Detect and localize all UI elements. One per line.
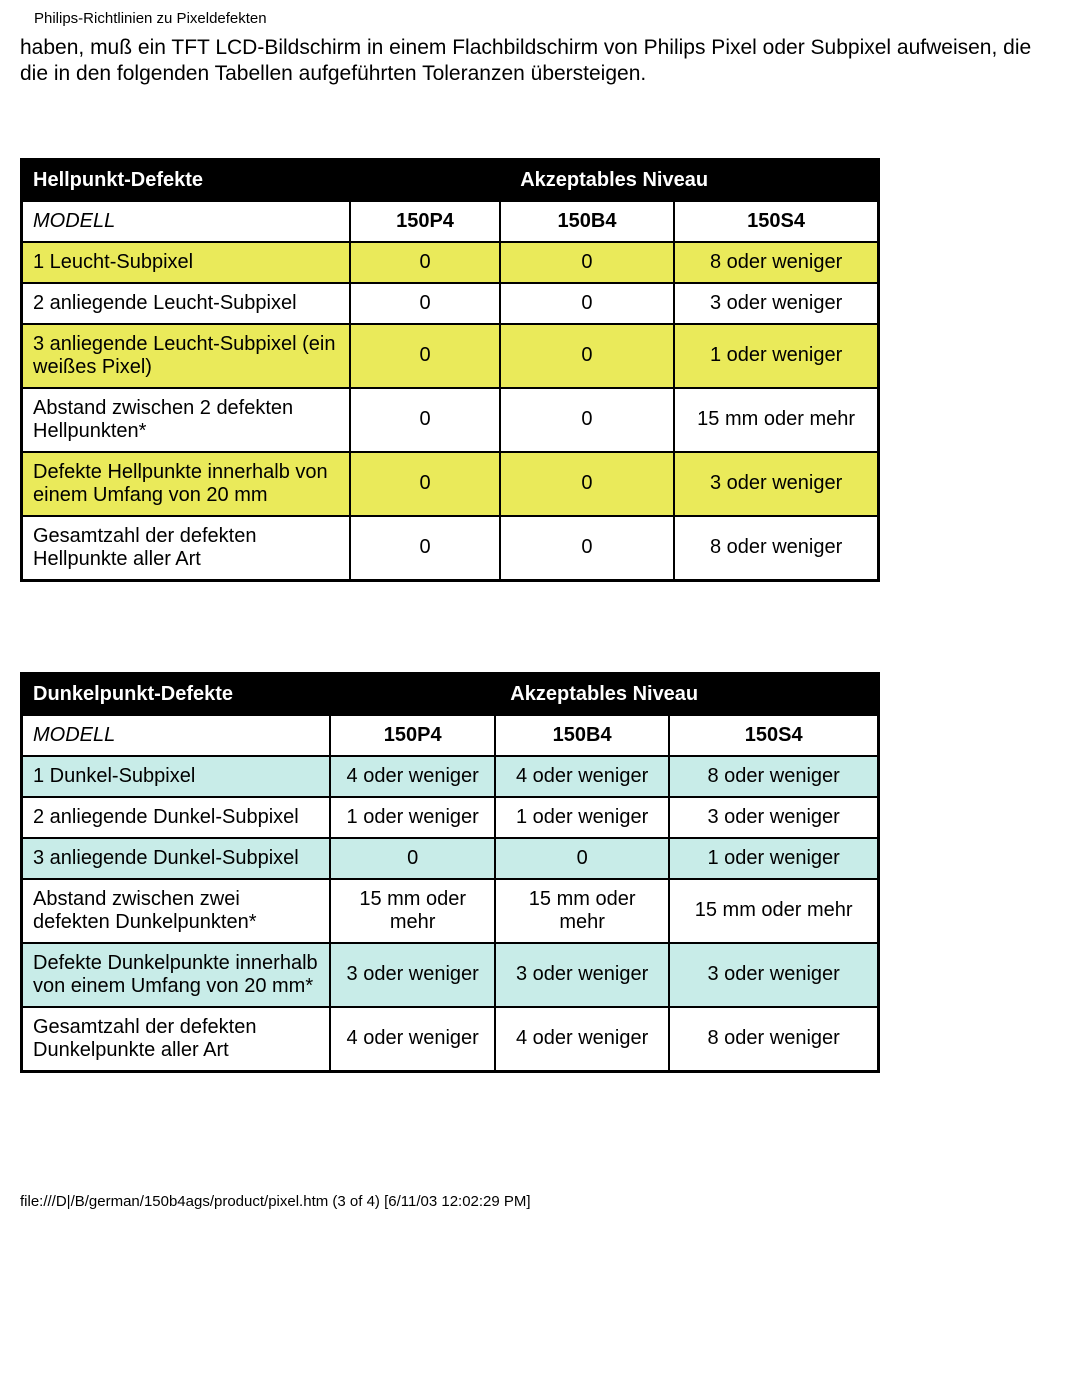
defect-table-0: Hellpunkt-DefekteAkzeptables NiveauMODEL… <box>20 158 880 582</box>
table-title-left: Hellpunkt-Defekte <box>22 159 351 201</box>
model-column-header: 150P4 <box>330 715 494 756</box>
table-row: Gesamtzahl der defekten Dunkelpunkte all… <box>22 1007 879 1072</box>
row-label: Defekte Dunkelpunkte innerhalb von einem… <box>22 943 331 1007</box>
table-row: 2 anliegende Leucht-Subpixel003 oder wen… <box>22 283 879 324</box>
intro-paragraph: haben, muß ein TFT LCD-Bildschirm in ein… <box>20 35 1060 88</box>
table-title-right: Akzeptables Niveau <box>330 673 878 715</box>
row-label: Gesamtzahl der defekten Dunkelpunkte all… <box>22 1007 331 1072</box>
table-row: Defekte Dunkelpunkte innerhalb von einem… <box>22 943 879 1007</box>
row-value: 8 oder weniger <box>669 1007 878 1072</box>
model-column-header: 150B4 <box>500 201 674 242</box>
row-label: Gesamtzahl der defekten Hellpunkte aller… <box>22 516 351 581</box>
row-label: Abstand zwischen zwei defekten Dunkelpun… <box>22 879 331 943</box>
page-header-title: Philips-Richtlinien zu Pixeldefekten <box>34 10 1060 27</box>
row-value: 1 oder weniger <box>495 797 669 838</box>
defect-table-1: Dunkelpunkt-DefekteAkzeptables NiveauMOD… <box>20 672 880 1073</box>
page-root: Philips-Richtlinien zu Pixeldefekten hab… <box>0 0 1080 1230</box>
row-label: Abstand zwischen 2 defekten Hellpunkten* <box>22 388 351 452</box>
row-value: 15 mm oder mehr <box>330 879 494 943</box>
row-label: 1 Dunkel-Subpixel <box>22 756 331 797</box>
row-value: 1 oder weniger <box>669 838 878 879</box>
row-value: 4 oder weniger <box>330 756 494 797</box>
row-value: 1 oder weniger <box>330 797 494 838</box>
row-value: 0 <box>330 838 494 879</box>
table-title-left: Dunkelpunkt-Defekte <box>22 673 331 715</box>
table-row: Defekte Hellpunkte innerhalb von einem U… <box>22 452 879 516</box>
row-value: 0 <box>500 283 674 324</box>
row-value: 0 <box>350 242 500 283</box>
row-value: 3 oder weniger <box>669 943 878 1007</box>
table-row: 3 anliegende Dunkel-Subpixel001 oder wen… <box>22 838 879 879</box>
table-row: 3 anliegende Leucht-Subpixel (ein weißes… <box>22 324 879 388</box>
table-row: 1 Dunkel-Subpixel4 oder weniger4 oder we… <box>22 756 879 797</box>
table-row: 1 Leucht-Subpixel008 oder weniger <box>22 242 879 283</box>
row-value: 0 <box>495 838 669 879</box>
row-value: 8 oder weniger <box>674 242 878 283</box>
model-column-header: 150B4 <box>495 715 669 756</box>
table-row: Abstand zwischen 2 defekten Hellpunkten*… <box>22 388 879 452</box>
row-label: 1 Leucht-Subpixel <box>22 242 351 283</box>
tables-container: Hellpunkt-DefekteAkzeptables NiveauMODEL… <box>20 158 1060 1073</box>
model-label: MODELL <box>22 201 351 242</box>
row-value: 0 <box>350 324 500 388</box>
row-value: 3 oder weniger <box>669 797 878 838</box>
row-value: 15 mm oder mehr <box>495 879 669 943</box>
row-value: 4 oder weniger <box>495 1007 669 1072</box>
row-label: 2 anliegende Leucht-Subpixel <box>22 283 351 324</box>
model-label: MODELL <box>22 715 331 756</box>
row-value: 3 oder weniger <box>330 943 494 1007</box>
row-value: 3 oder weniger <box>495 943 669 1007</box>
row-value: 4 oder weniger <box>330 1007 494 1072</box>
row-value: 0 <box>350 452 500 516</box>
page-footer: file:///D|/B/german/150b4ags/product/pix… <box>20 1193 1060 1210</box>
row-value: 1 oder weniger <box>674 324 878 388</box>
table-row: Abstand zwischen zwei defekten Dunkelpun… <box>22 879 879 943</box>
row-value: 0 <box>500 452 674 516</box>
row-value: 0 <box>500 516 674 581</box>
row-label: 2 anliegende Dunkel-Subpixel <box>22 797 331 838</box>
row-value: 0 <box>350 388 500 452</box>
row-value: 0 <box>500 242 674 283</box>
row-value: 8 oder weniger <box>674 516 878 581</box>
row-value: 0 <box>500 388 674 452</box>
row-value: 0 <box>500 324 674 388</box>
row-label: Defekte Hellpunkte innerhalb von einem U… <box>22 452 351 516</box>
row-value: 0 <box>350 283 500 324</box>
model-column-header: 150S4 <box>674 201 878 242</box>
row-label: 3 anliegende Dunkel-Subpixel <box>22 838 331 879</box>
row-value: 15 mm oder mehr <box>669 879 878 943</box>
row-value: 4 oder weniger <box>495 756 669 797</box>
table-title-right: Akzeptables Niveau <box>350 159 878 201</box>
table-row: Gesamtzahl der defekten Hellpunkte aller… <box>22 516 879 581</box>
row-value: 3 oder weniger <box>674 283 878 324</box>
model-column-header: 150S4 <box>669 715 878 756</box>
row-value: 0 <box>350 516 500 581</box>
row-label: 3 anliegende Leucht-Subpixel (ein weißes… <box>22 324 351 388</box>
row-value: 8 oder weniger <box>669 756 878 797</box>
table-row: 2 anliegende Dunkel-Subpixel1 oder wenig… <box>22 797 879 838</box>
row-value: 3 oder weniger <box>674 452 878 516</box>
row-value: 15 mm oder mehr <box>674 388 878 452</box>
model-column-header: 150P4 <box>350 201 500 242</box>
